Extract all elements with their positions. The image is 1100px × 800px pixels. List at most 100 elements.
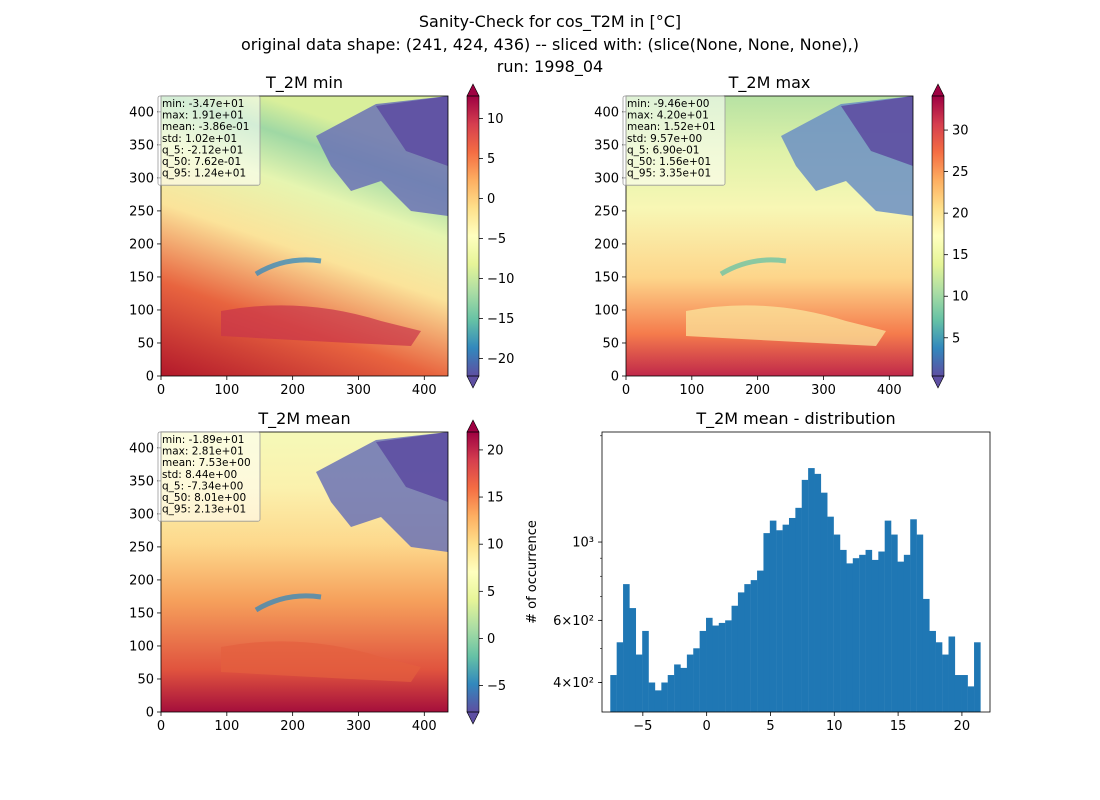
colorbar-extend-top <box>466 419 480 433</box>
stats-line: std: 8.44e+00 <box>162 469 237 481</box>
stats-box <box>157 95 261 186</box>
histogram-bar <box>961 675 968 712</box>
stats-box <box>622 95 726 186</box>
colorbar-tick-label: 10 <box>487 112 504 127</box>
y-tick-label: 6×10² <box>553 614 594 629</box>
histogram-bar <box>757 570 764 712</box>
colorbar-tick-label: 10 <box>487 538 504 553</box>
histogram-bar <box>948 636 956 712</box>
y-tick-label: 50 <box>602 336 619 351</box>
histogram-bar <box>680 667 688 712</box>
axes-title: T_2M mean - distribution <box>695 409 895 429</box>
histogram-bar <box>884 520 892 712</box>
colorbar-tick-label: 10 <box>952 290 969 305</box>
y-tick-label: 4×10² <box>553 676 594 691</box>
colorbar-tick-label: −20 <box>487 352 514 367</box>
histogram-bar <box>859 554 866 712</box>
colorbar-frame <box>931 95 945 377</box>
stats-line: mean: 7.53e+00 <box>162 457 251 469</box>
histogram-bar <box>712 625 719 712</box>
histogram-bar <box>916 534 924 712</box>
x-tick-label: 0 <box>157 383 165 398</box>
colorbar-tick-label: −5 <box>487 679 506 694</box>
histogram-bar <box>820 492 828 712</box>
colorbar-frame <box>466 95 480 377</box>
histogram-bar <box>897 561 905 712</box>
axes-frame <box>160 95 449 377</box>
colorbar: −20 −15 −10 −5 0 5 10 <box>466 83 514 389</box>
colorbar-gradient <box>932 96 944 376</box>
alps-region <box>254 593 322 613</box>
histogram-bar <box>795 507 802 712</box>
x-tick-label: 100 <box>214 719 239 734</box>
histogram-bar <box>954 675 962 712</box>
histogram-bar <box>737 592 745 712</box>
x-tick-label: 400 <box>877 383 902 398</box>
axes-frame <box>625 95 914 377</box>
y-tick-label: 350 <box>129 474 154 489</box>
stats-line: min: -9.46e+00 <box>627 98 709 110</box>
colorbar-tick-label: 20 <box>952 207 969 222</box>
histogram-bar <box>808 468 815 712</box>
x-tick-label: 300 <box>811 383 836 398</box>
colorbar: 5 10 15 20 25 30 <box>931 83 969 389</box>
histogram-bar <box>922 598 930 712</box>
histogram-bar <box>852 558 860 712</box>
colorbar-extend-bottom <box>466 711 480 725</box>
histogram-bar <box>667 675 675 712</box>
histogram-bar <box>699 630 707 712</box>
histogram-bar <box>776 530 783 712</box>
mediterranean-region <box>686 305 886 346</box>
x-tick-label: 15 <box>890 719 907 734</box>
histogram-bar <box>929 630 936 712</box>
heatmap-panel-2: T_2M max 0 100 200 300 400 0 50 100 150 200 250 300 3… <box>594 73 968 398</box>
stats-line: max: 4.20e+01 <box>627 110 709 122</box>
colorbar: −5 0 5 10 15 20 <box>466 419 506 725</box>
y-tick-label: 150 <box>129 606 154 621</box>
colorbar-tick-label: −15 <box>487 312 514 327</box>
colorbar-extend-top <box>931 83 945 97</box>
y-tick-label: 250 <box>594 204 619 219</box>
histogram-bar <box>725 620 732 712</box>
alps-region <box>719 257 787 277</box>
histogram-bar <box>782 524 790 712</box>
histogram-bar <box>871 559 879 712</box>
histogram-bar <box>674 664 681 712</box>
stats-line: max: 1.91e+01 <box>162 110 244 122</box>
y-tick-label: 200 <box>129 237 154 252</box>
colorbar-tick-label: 5 <box>487 152 495 167</box>
colorbar-tick-label: 15 <box>487 491 504 506</box>
stats-line: q_5: -7.34e+00 <box>162 480 243 492</box>
histogram-bar <box>686 654 694 712</box>
histogram-bar <box>935 642 943 712</box>
figure-title-line-1: Sanity-Check for cos_T2M in [°C] <box>418 12 682 31</box>
stats-box <box>157 431 261 522</box>
x-tick-label: 10 <box>826 719 843 734</box>
stats-line: q_5: -2.12e+01 <box>162 144 243 156</box>
histogram-bar <box>706 617 713 712</box>
histogram-bar <box>642 630 649 712</box>
histogram-bar <box>865 549 873 712</box>
histogram-bar <box>942 654 949 712</box>
histogram-bar <box>801 479 809 712</box>
stats-line: min: -3.47e+01 <box>162 98 244 110</box>
x-tick-label: 0 <box>622 383 630 398</box>
histogram-bar <box>878 551 885 712</box>
x-tick-label: 20 <box>954 719 971 734</box>
mediterranean-region <box>221 641 421 682</box>
colorbar-tick-label: 5 <box>952 331 960 346</box>
y-tick-label: 300 <box>129 507 154 522</box>
stats-line: q_50: 1.56e+01 <box>627 156 711 168</box>
colorbar-extend-bottom <box>466 375 480 389</box>
stats-line: std: 9.57e+00 <box>627 133 702 145</box>
y-tick-label: 250 <box>129 204 154 219</box>
histogram-bar <box>910 519 917 712</box>
stats-line: q_5: 6.90e-01 <box>627 144 699 156</box>
x-tick-label: 100 <box>214 383 239 398</box>
y-tick-label: 400 <box>129 105 154 120</box>
colorbar-tick-label: 30 <box>952 124 969 139</box>
x-tick-label: 400 <box>412 719 437 734</box>
figure-title-line-2: original data shape: (241, 424, 436) -- … <box>241 35 859 54</box>
